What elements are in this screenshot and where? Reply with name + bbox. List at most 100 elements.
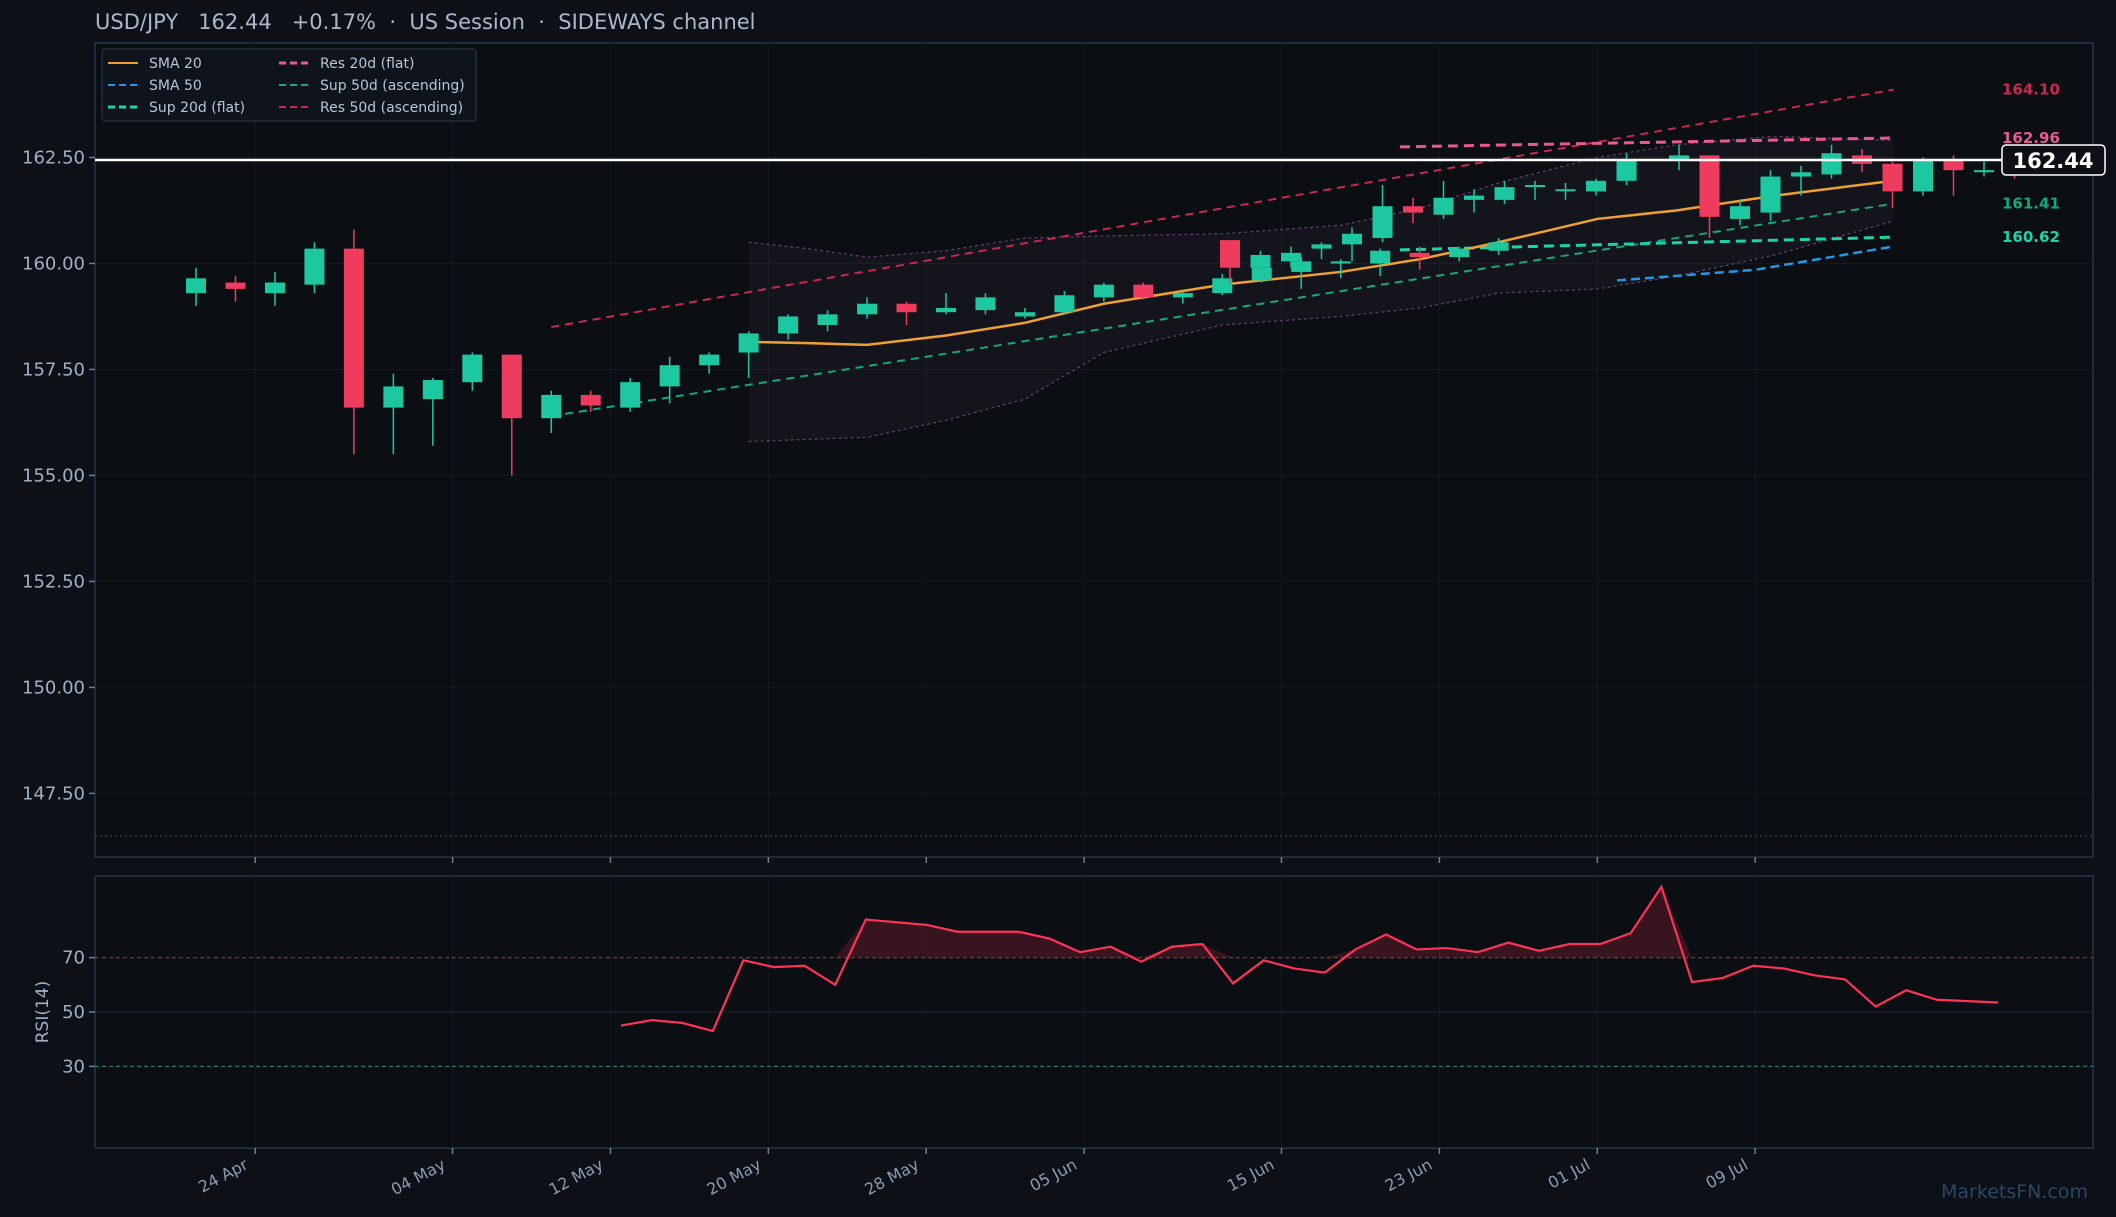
rsi-tick-label: 70 [62, 948, 85, 969]
candle [1372, 206, 1393, 239]
y-tick-label: 152.50 [22, 571, 85, 592]
candle [699, 354, 720, 366]
candle [1409, 252, 1430, 258]
legend: SMA 20 SMA 50 Sup 20d (flat) Res 20d (flat)… [101, 48, 477, 122]
candle [1133, 284, 1154, 298]
candle [1220, 240, 1240, 268]
candle [422, 380, 443, 400]
x-tick-label: 01 Jul [1545, 1155, 1593, 1193]
band-fill [748, 136, 1894, 442]
x-tick-label: 20 May [704, 1155, 765, 1199]
candle [343, 248, 364, 408]
candle [1342, 233, 1362, 245]
y-tick-label: 160.00 [22, 253, 85, 274]
candle [1555, 189, 1576, 192]
legend-label: SMA 20 [149, 56, 202, 72]
candle [857, 303, 878, 315]
candle [1913, 159, 1933, 192]
level-label: 160.62 [2002, 228, 2060, 246]
sup-20d-flat-line [1399, 235, 1894, 252]
candle [1449, 248, 1470, 258]
candle [1791, 172, 1811, 177]
legend-label: SMA 50 [149, 78, 202, 94]
current-price-tag [2001, 144, 2106, 176]
candle [1699, 155, 1720, 217]
candle [1669, 155, 1689, 160]
candle [817, 314, 838, 325]
y-tick-label: 162.50 [22, 147, 85, 168]
legend-label: Sup 20d (flat) [149, 100, 245, 116]
x-tick-label: 09 Jul [1703, 1155, 1751, 1193]
band-upper-line [748, 135, 1894, 258]
candle [975, 297, 996, 311]
candle [1311, 244, 1332, 249]
candle [778, 316, 799, 334]
current-price-label: 162.44 [2012, 149, 2093, 173]
candle [1760, 176, 1781, 213]
candle [462, 354, 483, 383]
candle [1882, 163, 1903, 192]
y-tick-label: 157.50 [22, 359, 85, 380]
x-tick-label: 05 Jun [1027, 1155, 1080, 1195]
candle [264, 282, 285, 294]
candle [1250, 254, 1271, 268]
candle [659, 365, 680, 387]
candle [896, 303, 917, 313]
level-label: 164.10 [2002, 81, 2060, 99]
candle [225, 282, 246, 289]
sup-50d-ascending-line [551, 202, 1894, 418]
y-tick-label: 147.50 [22, 783, 85, 804]
candle [1433, 197, 1454, 215]
candle [1494, 187, 1515, 200]
candle [1212, 278, 1233, 294]
legend-box [101, 48, 477, 122]
candle [1525, 185, 1545, 188]
rsi-overbought-fill [621, 886, 1998, 958]
legend-label: Res 20d (flat) [320, 56, 414, 72]
res-50d-ascending-line [551, 88, 1894, 329]
candle [1730, 206, 1750, 219]
rsi-tick-label: 50 [62, 1002, 85, 1023]
chart-title: USD/JPY 162.44 +0.17% · US Session · SID… [95, 10, 756, 34]
candle [304, 248, 325, 285]
watermark: MarketsFN.com [1941, 1181, 2088, 1203]
candle [1616, 159, 1637, 181]
x-tick-label: 15 Jun [1224, 1155, 1277, 1195]
res-20d-flat-line [1399, 136, 1894, 149]
candle [383, 386, 404, 408]
y-tick-label: 150.00 [22, 677, 85, 698]
candle [738, 333, 759, 353]
legend-label: Sup 50d (ascending) [320, 78, 465, 94]
x-tick-label: 23 Jun [1382, 1155, 1435, 1195]
legend-label: Res 50d (ascending) [320, 100, 463, 116]
candle [1370, 250, 1391, 264]
price-panel [94, 42, 2094, 858]
x-tick-label: 24 Apr [195, 1155, 251, 1197]
level-label: 161.41 [2002, 195, 2060, 213]
candle [1054, 295, 1075, 313]
candle [1172, 293, 1193, 298]
x-tick-label: 12 May [546, 1155, 607, 1199]
rsi-axis-label: RSI(14) [33, 981, 53, 1044]
y-tick-label: 155.00 [22, 465, 85, 486]
candle [1403, 206, 1423, 213]
candle [935, 307, 956, 313]
candle [1488, 242, 1509, 251]
candle [1586, 180, 1606, 192]
candle [580, 394, 601, 406]
x-tick-label: 04 May [388, 1155, 449, 1199]
candle [1330, 261, 1351, 264]
sma-20-line [748, 179, 1894, 347]
candle [1974, 170, 1994, 173]
band-lower-line [748, 220, 1894, 443]
candle [541, 394, 562, 419]
level-label: 162.96 [2002, 129, 2060, 147]
sma-50-line [1616, 245, 1894, 282]
candle [501, 354, 522, 419]
candle [620, 382, 641, 408]
candle [1093, 284, 1114, 298]
rsi-tick-label: 30 [62, 1056, 85, 1077]
rsi-line [620, 884, 1999, 1033]
candle [1281, 252, 1301, 262]
